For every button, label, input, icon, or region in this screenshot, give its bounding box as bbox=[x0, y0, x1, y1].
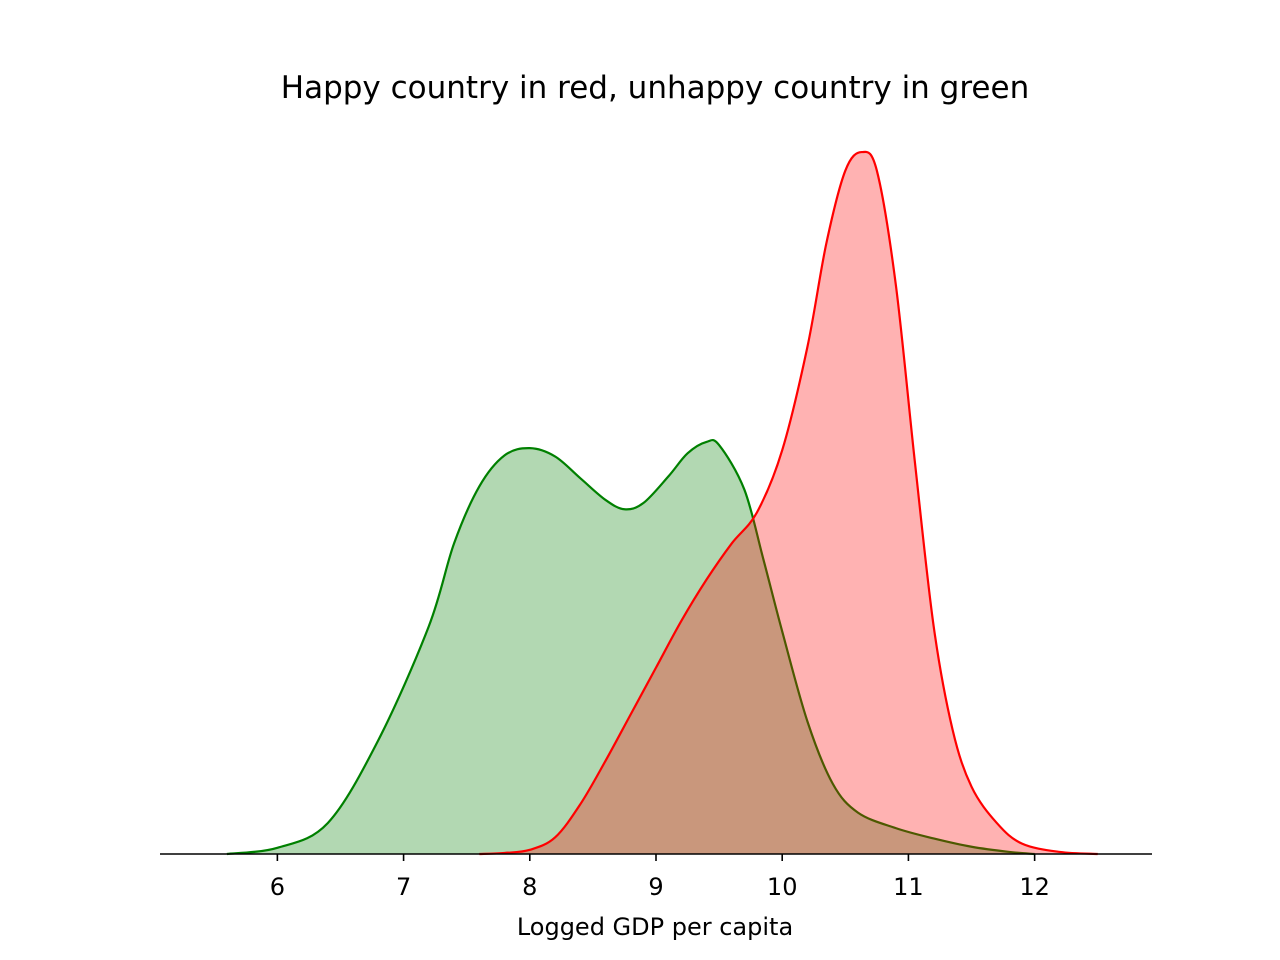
x-tick-label: 9 bbox=[648, 873, 663, 901]
density-line-2 bbox=[479, 150, 1098, 856]
x-tick-label: 8 bbox=[522, 873, 537, 901]
density-area-2 bbox=[479, 151, 1098, 854]
x-tick-label: 10 bbox=[767, 873, 798, 901]
chart-title: Happy country in red, unhappy country in… bbox=[281, 70, 1029, 106]
x-axis: 6 7 8 9 10 11 12 bbox=[160, 853, 1152, 901]
x-tick-label: 7 bbox=[396, 873, 411, 901]
x-axis-label: Logged GDP per capita bbox=[517, 913, 793, 941]
density-area-1 bbox=[226, 440, 1035, 854]
x-tick-label: 6 bbox=[270, 873, 285, 901]
density-line-1 bbox=[226, 438, 1035, 856]
x-tick-label: 11 bbox=[893, 873, 924, 901]
series-layer bbox=[226, 150, 1098, 856]
x-tick-label: 12 bbox=[1019, 873, 1050, 901]
